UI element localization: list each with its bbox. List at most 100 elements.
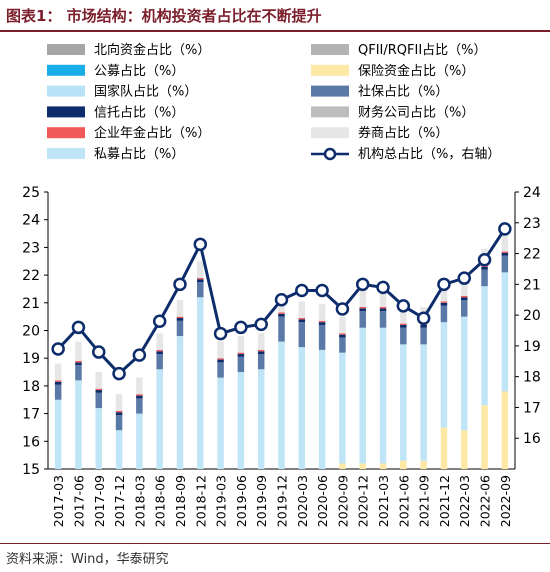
x-tick-label: 2017-12 bbox=[112, 475, 127, 527]
bar-segment bbox=[318, 320, 326, 323]
x-tick-label: 2021-03 bbox=[376, 475, 391, 527]
bar-segment bbox=[95, 372, 103, 389]
bar-segment bbox=[481, 269, 488, 287]
total-line-point bbox=[396, 299, 411, 313]
bar-segment bbox=[359, 306, 366, 309]
legend-swatch bbox=[311, 127, 349, 139]
chart-title: 图表1： 市场结构：机构投资者占比在不断提升 bbox=[6, 7, 322, 25]
y-right-tick-label: 24 bbox=[523, 185, 541, 201]
bar-segment bbox=[318, 324, 326, 350]
bar-segment bbox=[197, 261, 204, 278]
bar-segment bbox=[54, 380, 62, 382]
legend-label: 公募占比（%） bbox=[94, 64, 184, 79]
bar-segment bbox=[115, 430, 123, 469]
bar-segment bbox=[339, 337, 346, 353]
total-line-point bbox=[295, 283, 309, 298]
x-tick-label: 2019-06 bbox=[234, 475, 249, 527]
bar-segment bbox=[156, 349, 163, 352]
bar-segment bbox=[54, 381, 62, 385]
y-left-tick-label: 18 bbox=[22, 379, 40, 395]
bar-segment bbox=[176, 318, 184, 321]
legend-swatch bbox=[311, 64, 349, 76]
legend-label: 企业年金占比（%） bbox=[94, 125, 210, 141]
bar-segment bbox=[176, 336, 184, 469]
bar-segment bbox=[257, 369, 265, 469]
bar-segment bbox=[379, 327, 387, 464]
bar-segment bbox=[440, 305, 448, 323]
bar-segment bbox=[440, 301, 448, 303]
y-right-tick-label: 17 bbox=[523, 400, 541, 416]
legend-swatch bbox=[47, 148, 85, 159]
bar-segment bbox=[460, 295, 468, 298]
total-line-point bbox=[132, 348, 147, 362]
y-left-tick-label: 21 bbox=[22, 296, 40, 312]
total-line-point bbox=[457, 271, 471, 285]
bar-segment bbox=[298, 322, 306, 348]
bar-segment bbox=[278, 316, 285, 342]
y-left-tick-label: 25 bbox=[22, 185, 40, 201]
bar-segment bbox=[278, 313, 285, 317]
bar-segment bbox=[501, 272, 509, 392]
bar-segment bbox=[115, 410, 123, 413]
x-tick-label: 2020-03 bbox=[295, 475, 310, 527]
x-tick-label: 2019-12 bbox=[275, 475, 290, 527]
bar-segment bbox=[136, 377, 143, 395]
legend-label: 北向资金占比（%） bbox=[94, 42, 210, 58]
x-tick-label: 2021-09 bbox=[417, 475, 432, 527]
bar-segment bbox=[501, 234, 509, 252]
bar-segment bbox=[460, 316, 468, 431]
total-line-point bbox=[437, 277, 451, 292]
bar-segment bbox=[156, 369, 163, 469]
x-tick-label: 2018-03 bbox=[132, 475, 147, 527]
y-right-tick-label: 21 bbox=[523, 277, 541, 293]
bar-segment bbox=[379, 308, 387, 312]
chart-area: 北向资金占比（%） 公募占比（%） 国家队占比（%） 信托占比（%） 企业年金占比（%）… bbox=[22, 42, 541, 527]
bar-segment bbox=[481, 266, 488, 270]
bar-segment bbox=[75, 365, 82, 381]
y-left-tick-label: 22 bbox=[22, 268, 40, 284]
bar-segment bbox=[54, 399, 62, 469]
total-line-point bbox=[416, 311, 431, 325]
bar-segment bbox=[318, 349, 326, 469]
bar-segment bbox=[359, 308, 366, 312]
y-left-tick-label: 20 bbox=[22, 324, 40, 340]
total-line-point bbox=[112, 366, 126, 381]
bar-segment bbox=[115, 412, 123, 415]
bar-segment bbox=[136, 413, 143, 469]
bar-segment bbox=[217, 358, 224, 360]
bar-segment bbox=[359, 327, 366, 464]
bar-segment bbox=[156, 351, 163, 355]
bar-segment bbox=[440, 302, 448, 306]
bar-segment bbox=[440, 322, 448, 428]
x-tick-label: 2018-12 bbox=[193, 475, 208, 527]
total-line-point bbox=[355, 277, 370, 292]
x-tick-label: 2020-06 bbox=[315, 475, 330, 527]
bar-segment bbox=[440, 427, 448, 469]
source-note: 资料来源：Wind，华泰研究 bbox=[6, 552, 169, 567]
bar-segment bbox=[257, 354, 265, 370]
bar-segment bbox=[379, 306, 387, 309]
y-left-tick-label: 17 bbox=[22, 407, 40, 423]
bar-segment bbox=[95, 388, 103, 391]
x-tick-label: 2019-09 bbox=[254, 475, 269, 527]
bar-segment bbox=[379, 463, 387, 469]
bar-segment bbox=[54, 384, 62, 400]
bar-segment bbox=[440, 284, 448, 302]
legend-swatch bbox=[311, 44, 349, 55]
bar-segment bbox=[237, 372, 245, 469]
legend-line-marker bbox=[323, 147, 337, 161]
bar-segment bbox=[176, 316, 184, 319]
legend-swatch bbox=[47, 44, 85, 55]
bar-segment bbox=[318, 322, 326, 325]
bar-segment bbox=[359, 311, 366, 328]
bar-segment bbox=[237, 352, 245, 355]
total-line-point bbox=[315, 283, 329, 298]
title-bar: 图表1： 市场结构：机构投资者占比在不断提升 bbox=[0, 0, 550, 32]
bar-segment bbox=[257, 351, 265, 355]
bar-segment bbox=[400, 327, 407, 345]
bar-segment bbox=[75, 360, 82, 363]
y-left-tick-label: 23 bbox=[22, 240, 40, 256]
bar-segment bbox=[156, 333, 163, 350]
bar-segment bbox=[237, 354, 245, 357]
legend-swatch bbox=[47, 127, 85, 139]
